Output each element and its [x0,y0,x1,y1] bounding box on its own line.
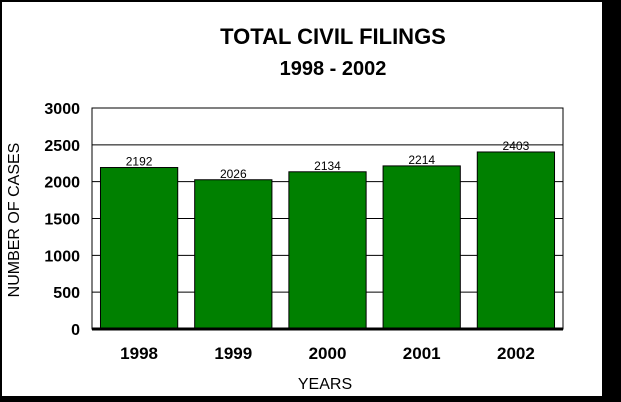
bars [99,151,556,330]
y-tick-labels: 0 500 1000 1500 2000 2500 3000 [44,101,80,339]
bar [194,179,273,330]
chart-title: TOTAL CIVIL FILINGS [220,24,446,49]
bar [382,165,461,330]
bar-value-label: 2214 [408,153,435,167]
x-axis-label: YEARS [298,376,352,393]
bar [99,167,179,330]
bar [288,171,367,330]
bar-value-label: 2403 [503,139,530,153]
bar [476,151,556,330]
y-tick-label: 0 [71,322,80,339]
bar-value-label: 2192 [126,155,153,169]
chart-subtitle: 1998 - 2002 [280,58,387,80]
x-tick-label: 2002 [497,344,535,363]
data-labels: 2192 2026 2134 2214 2403 [126,139,530,181]
x-tick-label: 2000 [309,344,347,363]
bar-value-label: 2026 [220,167,247,181]
y-tick-label: 2000 [44,175,80,192]
x-tick-label: 1999 [214,344,252,363]
y-tick-label: 3000 [44,101,80,118]
x-tick-label: 2001 [403,344,441,363]
x-tick-label: 1998 [120,344,158,363]
y-tick-label: 1000 [44,248,80,265]
x-tick-labels: 1998 1999 2000 2001 2002 [120,344,535,363]
y-tick-label: 2500 [44,138,80,155]
y-tick-label: 500 [53,285,80,302]
y-axis-label: NUMBER OF CASES [6,143,23,298]
bar-value-label: 2134 [314,159,341,173]
y-tick-label: 1500 [44,212,80,229]
